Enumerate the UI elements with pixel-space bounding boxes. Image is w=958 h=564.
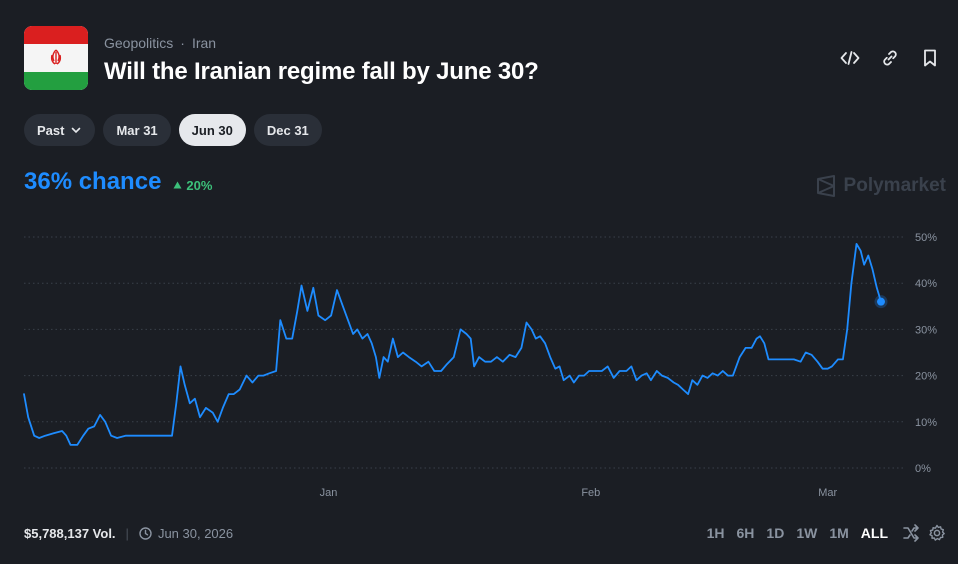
range-1m[interactable]: 1M: [829, 525, 849, 541]
price-chart[interactable]: 50% 40% 30% 20% 10% 0% Jan Feb Mar: [0, 220, 958, 510]
current-point: [876, 297, 885, 306]
tab-jun-30[interactable]: Jun 30: [178, 114, 246, 146]
x-tick-label: Feb: [581, 487, 600, 499]
end-date: Jun 30, 2026: [139, 526, 233, 541]
polymarket-logo-icon: [816, 175, 835, 197]
triangle-up-icon: [173, 181, 182, 189]
y-tick-label: 40%: [915, 278, 937, 290]
code-icon[interactable]: [840, 48, 860, 68]
brand-name: Polymarket: [843, 175, 946, 196]
polymarket-watermark: Polymarket: [816, 175, 946, 197]
bookmark-icon[interactable]: [920, 48, 940, 68]
link-icon[interactable]: [880, 48, 900, 68]
emblem-icon: [50, 49, 62, 65]
time-range-selector: 1H 6H 1D 1W 1M ALL: [701, 524, 946, 542]
y-tick-label: 30%: [915, 324, 937, 336]
range-1w[interactable]: 1W: [796, 525, 818, 541]
market-title: Will the Iranian regime fall by June 30?: [104, 58, 539, 85]
y-tick-label: 0%: [915, 463, 931, 475]
breadcrumb: Geopolitics · Iran: [104, 35, 217, 51]
chance-value: 36% chance: [24, 168, 162, 195]
iran-flag-image: [24, 26, 88, 90]
y-tick-label: 10%: [915, 417, 937, 429]
range-all[interactable]: ALL: [860, 525, 888, 541]
range-1h[interactable]: 1H: [706, 525, 725, 541]
breadcrumb-category[interactable]: Geopolitics: [104, 35, 174, 51]
chevron-down-icon: [72, 127, 81, 134]
volume: $5,788,137 Vol.: [24, 526, 116, 541]
range-1d[interactable]: 1D: [766, 525, 785, 541]
chance-readout: 36% chance 20%: [24, 168, 212, 196]
chance-delta: 20%: [173, 178, 212, 193]
date-tabs: Past Mar 31 Jun 30 Dec 31: [24, 114, 322, 146]
shuffle-icon[interactable]: [902, 524, 920, 542]
x-tick-label: Mar: [818, 487, 837, 499]
breadcrumb-subcategory[interactable]: Iran: [191, 35, 217, 51]
header-actions: [840, 48, 940, 68]
chance-delta-value: 20%: [186, 177, 213, 193]
end-date-value: Jun 30, 2026: [157, 526, 234, 541]
x-tick-label: Jan: [320, 487, 338, 499]
market-footer: $5,788,137 Vol. | Jun 30, 2026: [24, 526, 234, 541]
y-tick-label: 50%: [915, 232, 937, 244]
tab-dec-31[interactable]: Dec 31: [253, 114, 322, 146]
series-line: [23, 243, 882, 446]
tab-mar-31[interactable]: Mar 31: [103, 114, 171, 146]
y-tick-label: 20%: [915, 371, 937, 383]
range-6h[interactable]: 6H: [736, 525, 755, 541]
settings-gear-icon[interactable]: [928, 524, 946, 542]
clock-icon: [139, 527, 152, 540]
tab-past[interactable]: Past: [24, 114, 96, 146]
